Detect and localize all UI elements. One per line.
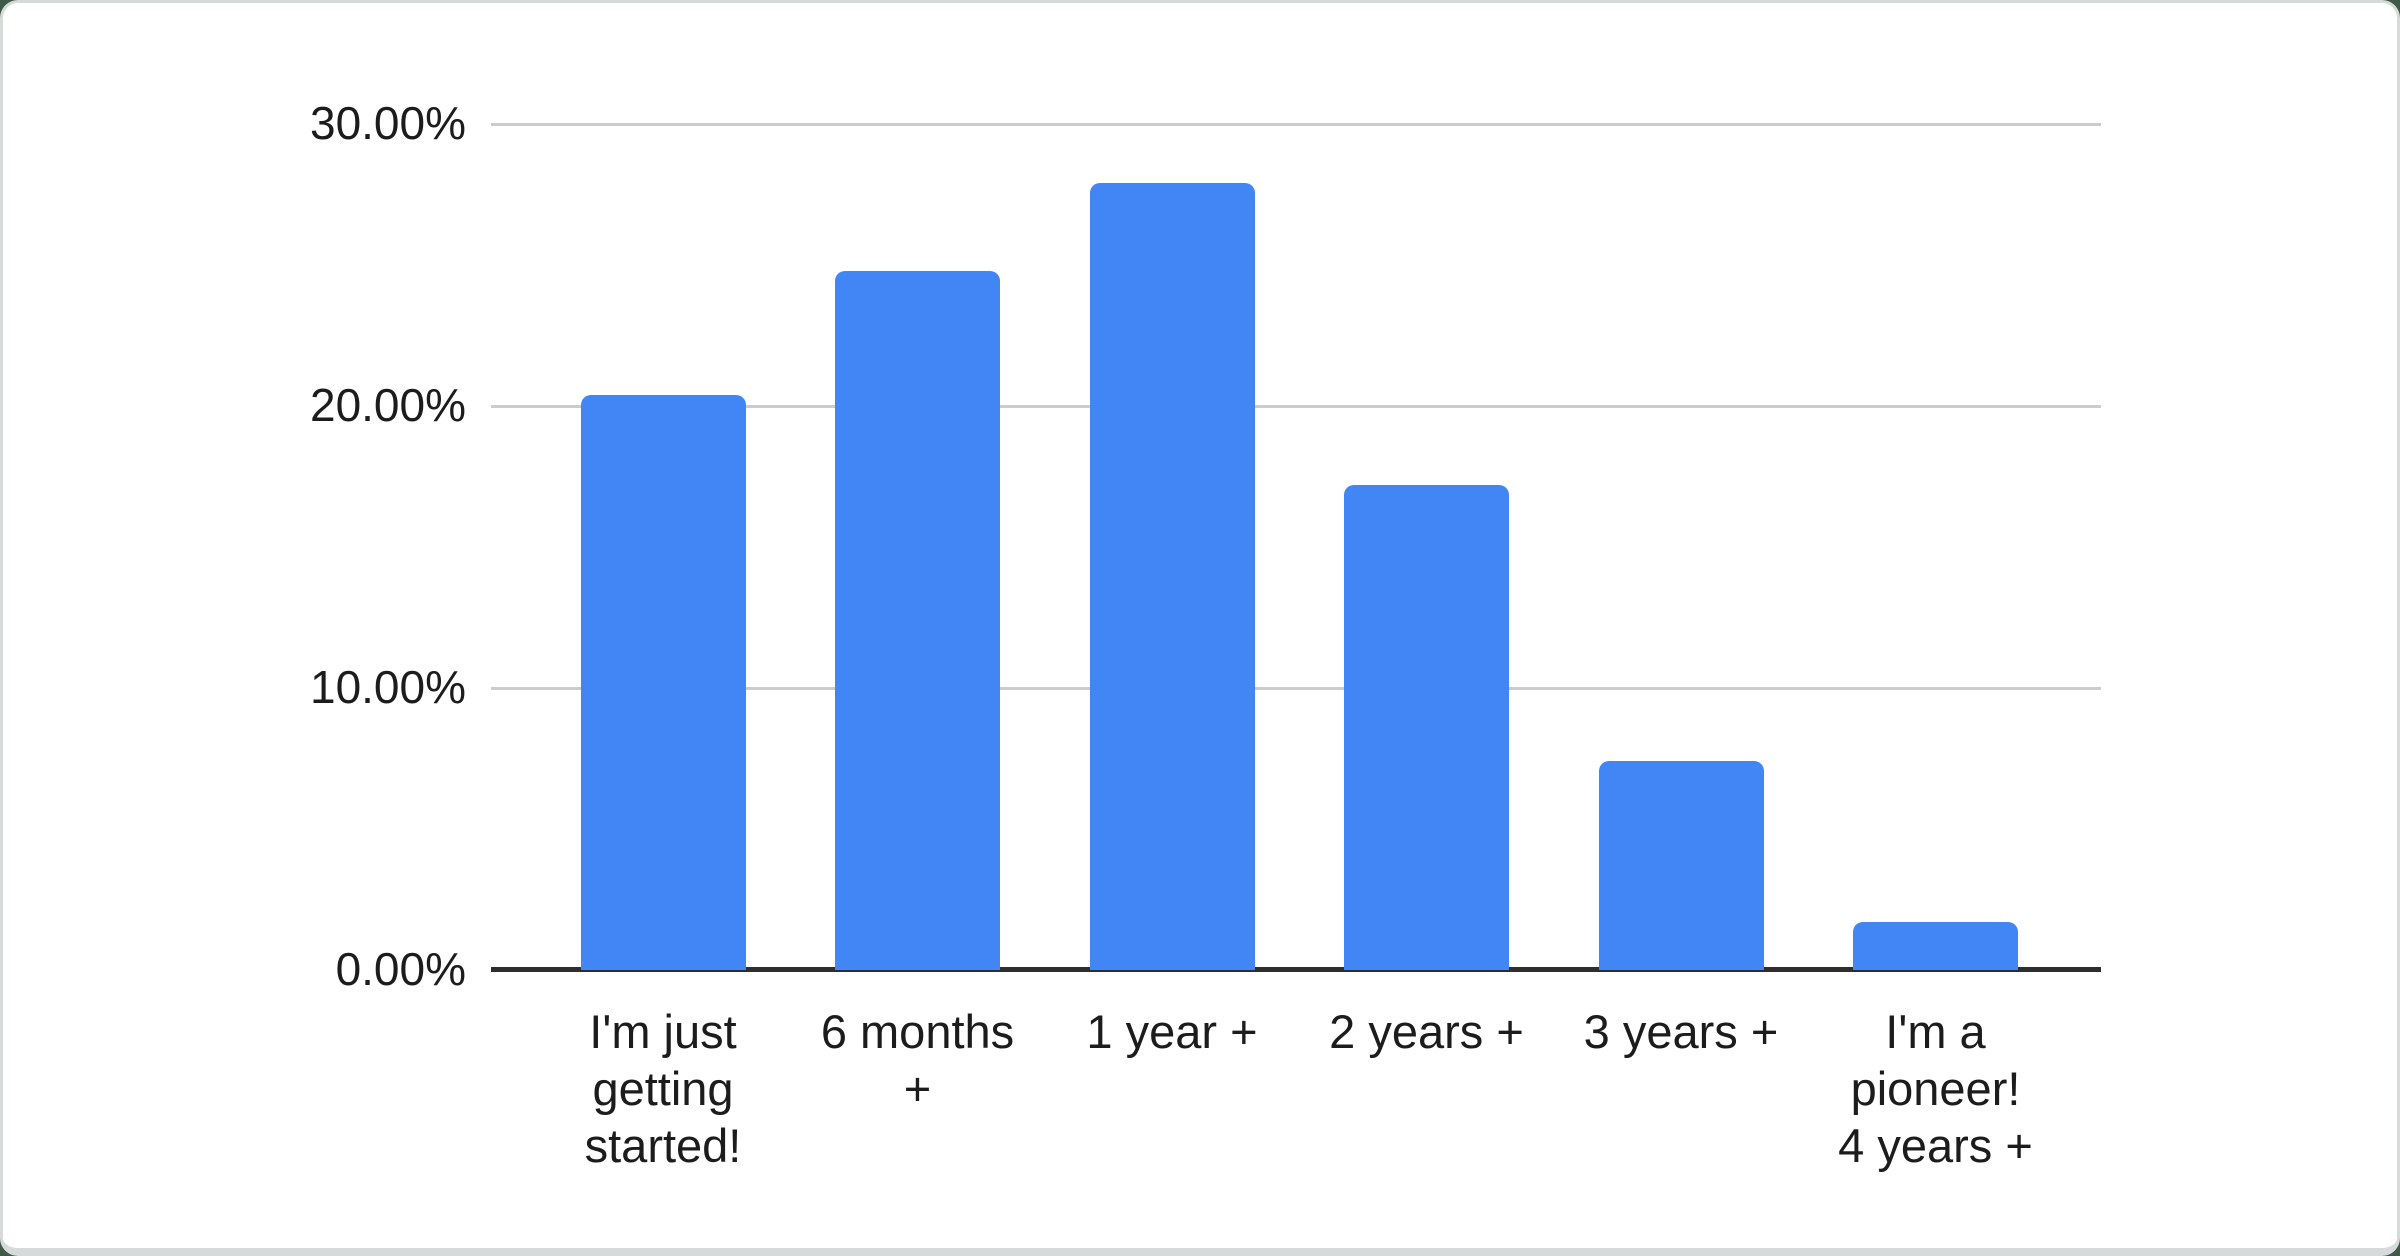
x-category-label-3: 2 years + — [1329, 1005, 1524, 1058]
gridline-20 — [491, 405, 2101, 408]
y-tick-label-20: 20.00% — [309, 378, 466, 431]
x-category-label-5: I'm a pioneer! 4 years + — [1838, 1005, 2033, 1172]
x-axis-category-labels: I'm just getting started! 6 months + 1 yea… — [491, 1003, 2101, 1203]
y-tick-label-0: 0.00% — [335, 942, 466, 995]
gridline-10 — [491, 687, 2101, 690]
x-category-label-2: 1 year + — [1086, 1005, 1258, 1058]
gridline-30 — [491, 123, 2101, 126]
bar-3[interactable] — [1344, 484, 1509, 970]
plot-area — [491, 123, 2101, 972]
bar-5[interactable] — [1853, 922, 2018, 970]
x-axis-line — [491, 967, 2101, 972]
y-axis-tick-labels: 0.00% 10.00% 20.00% 30.00% — [3, 3, 466, 1248]
y-tick-label-10: 10.00% — [309, 660, 466, 713]
x-category-label-1: 6 months + — [820, 1005, 1015, 1115]
bar-0[interactable] — [580, 394, 746, 970]
bar-4[interactable] — [1598, 761, 1764, 970]
bar-1[interactable] — [835, 270, 1000, 970]
y-tick-label-30: 30.00% — [309, 96, 466, 149]
x-category-label-0: I'm just getting started! — [584, 1005, 742, 1172]
bar-2[interactable] — [1089, 183, 1255, 970]
x-category-label-4: 3 years + — [1583, 1005, 1779, 1058]
